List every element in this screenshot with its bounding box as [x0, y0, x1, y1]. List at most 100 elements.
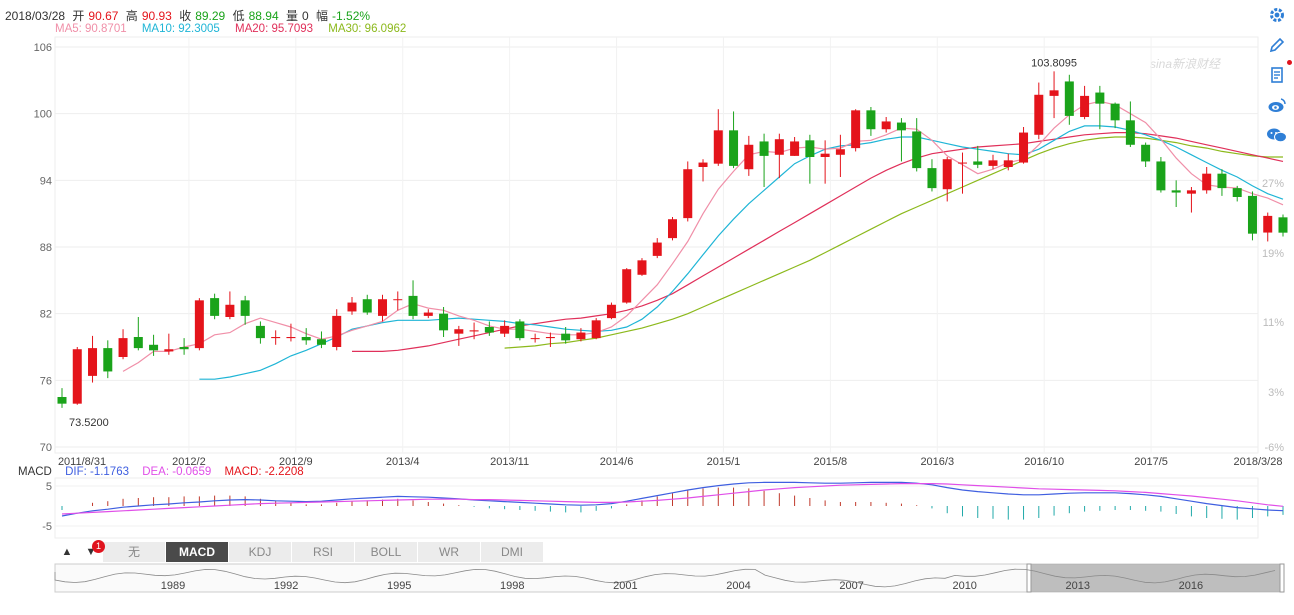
volume-value: 0 — [301, 9, 309, 23]
tab-dmi[interactable]: DMI — [481, 542, 544, 562]
candle — [1049, 71, 1059, 119]
candle-body — [683, 169, 693, 219]
settings-button[interactable] — [1260, 0, 1294, 30]
candle — [118, 329, 128, 360]
candle-body — [1278, 217, 1288, 233]
candle-body — [439, 313, 449, 331]
overview-year-label: 2016 — [1179, 580, 1203, 592]
down-arrow-icon: ▼ — [85, 546, 97, 558]
tab-boll[interactable]: BOLL — [355, 542, 418, 562]
tab-none[interactable]: 无 — [103, 542, 166, 562]
candle-body — [469, 330, 479, 332]
candle-body — [362, 299, 372, 313]
candle-body — [240, 300, 250, 316]
candle — [423, 309, 433, 319]
candle — [866, 107, 876, 136]
candle — [347, 297, 357, 315]
weibo-share-button[interactable] — [1260, 90, 1294, 120]
volume-label: 量 — [285, 9, 298, 23]
overview-right-handle — [1279, 563, 1285, 593]
x-tick-label: 2013/4 — [386, 456, 420, 468]
candle — [1095, 85, 1105, 130]
candle — [500, 320, 510, 337]
plot-frame — [54, 36, 1259, 454]
candle — [1202, 167, 1212, 194]
candle-body — [698, 162, 708, 167]
overview-year-label: 1989 — [161, 580, 185, 592]
candle-body — [1110, 103, 1120, 121]
wechat-share-button[interactable] — [1260, 120, 1294, 150]
candle-body — [316, 339, 326, 345]
candle-body — [378, 299, 388, 316]
open-label: 开 — [72, 9, 85, 23]
candle — [927, 159, 937, 192]
percent-tick-label: 27% — [1262, 178, 1284, 190]
candle-body — [1247, 195, 1257, 234]
change-label: 幅 — [316, 9, 329, 23]
x-tick-label: 2014/6 — [600, 456, 634, 468]
candle — [652, 238, 662, 259]
candle — [790, 137, 800, 156]
candle-body — [1232, 188, 1242, 197]
candle-body — [591, 320, 601, 339]
candle-body — [1049, 90, 1059, 96]
overview-year-label: 1995 — [387, 580, 411, 592]
candle-body — [57, 397, 67, 404]
candle — [1186, 187, 1196, 213]
candle — [805, 134, 815, 184]
dea-legend: DEA: -0.0659 — [142, 466, 212, 478]
percent-tick-label: -6% — [1264, 442, 1284, 454]
candle-body — [179, 347, 189, 350]
candle — [286, 323, 296, 342]
candle-body — [225, 304, 235, 317]
candle — [271, 330, 281, 345]
candle — [439, 307, 449, 337]
candle-body — [332, 315, 342, 347]
tab-rsi[interactable]: RSI — [292, 542, 355, 562]
notes-button[interactable] — [1260, 60, 1294, 90]
candle — [72, 347, 82, 405]
candle — [988, 154, 998, 170]
draw-button[interactable] — [1260, 30, 1294, 60]
overview-year-label: 2010 — [952, 580, 976, 592]
scroll-up-button[interactable]: ▲ — [55, 542, 79, 562]
candle — [942, 157, 952, 202]
wechat-icon — [1267, 128, 1287, 143]
macd-value-legend: MACD: -2.2208 — [224, 466, 304, 478]
candle-body — [1080, 95, 1090, 117]
overview-year-label: 1992 — [274, 580, 298, 592]
candle-body — [805, 140, 815, 157]
overview-year-label: 2004 — [726, 580, 750, 592]
candle-body — [301, 337, 311, 341]
share-toolbar — [1260, 0, 1294, 165]
weibo-icon — [1268, 98, 1286, 112]
candle-body — [88, 348, 98, 376]
candle — [820, 140, 830, 184]
candle — [1263, 212, 1273, 242]
ma30-legend: MA30: 96.0962 — [328, 23, 407, 35]
y-tick-label: 106 — [34, 42, 52, 54]
scroll-down-button[interactable]: ▼ 1 — [79, 540, 105, 562]
tab-wr[interactable]: WR — [418, 542, 481, 562]
candle — [881, 117, 891, 133]
ma-legend: MA5: 90.8701 MA10: 92.3005 MA20: 95.7093… — [55, 23, 418, 35]
ma5-line — [122, 100, 1284, 372]
candle — [103, 340, 113, 379]
candle-body — [1064, 81, 1074, 116]
candle — [729, 111, 739, 169]
candle — [1217, 169, 1227, 196]
high-value: 90.93 — [141, 9, 172, 23]
candle — [606, 302, 616, 320]
candle-body — [500, 325, 510, 334]
candle-body — [210, 298, 220, 316]
tab-macd[interactable]: MACD — [166, 542, 229, 562]
low-value: 88.94 — [248, 9, 279, 23]
candle-body — [713, 130, 723, 164]
candle-body — [957, 162, 967, 164]
overview-left-handle — [1026, 563, 1032, 593]
tab-kdj[interactable]: KDJ — [229, 542, 292, 562]
candle-body — [118, 338, 128, 357]
candle — [194, 298, 204, 351]
x-tick-label: 2016/10 — [1024, 456, 1064, 468]
